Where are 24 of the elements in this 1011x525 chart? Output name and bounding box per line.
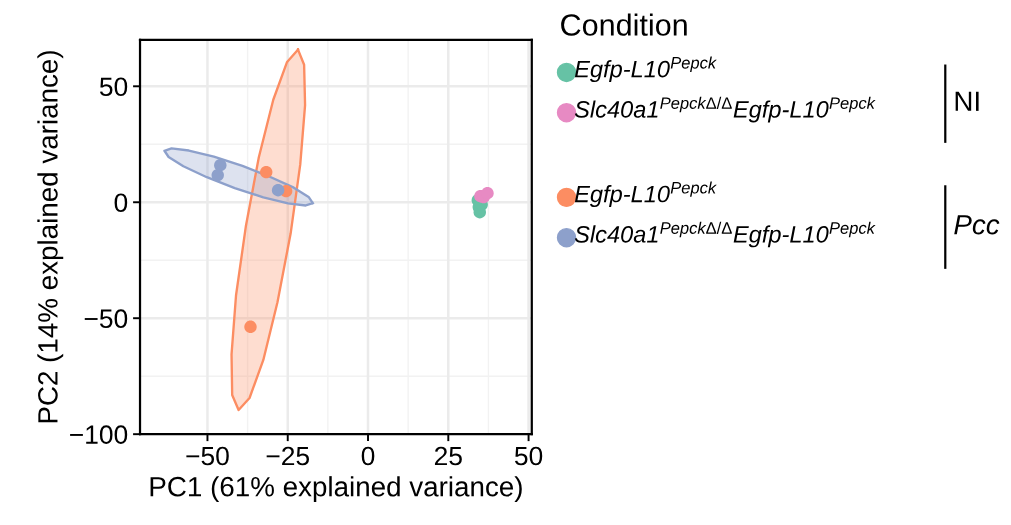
legend-title: Condition <box>561 13 687 36</box>
x-tick-label: 50 <box>514 446 543 466</box>
point <box>244 320 257 333</box>
y-tick-label: 0 <box>114 193 128 213</box>
point <box>260 165 273 179</box>
text: NI <box>955 91 979 111</box>
point <box>481 186 494 200</box>
x-tick-label: −50 <box>186 446 229 466</box>
legend-label: Egfp-L10$^{Pepck}$ <box>574 56 717 83</box>
y-axis-title: PC2 (14% explained variance) <box>37 51 64 423</box>
x-tick-label: 0 <box>361 446 375 466</box>
legend-label: Slc40a1$^{PepckΔ/Δ}$Egfp-L10$^{Pepck}$ <box>574 96 876 123</box>
y-tick-label: 50 <box>99 77 128 97</box>
legend-label: Slc40a1$^{PepckΔ/Δ}$Egfp-L10$^{Pepck}$ <box>574 221 876 248</box>
point <box>271 183 285 197</box>
y-tick-label: −100 <box>70 425 128 444</box>
y-tick-label: −50 <box>84 309 128 329</box>
legend-label: Egfp-L10$^{Pepck}$ <box>574 181 717 208</box>
text: Pcc <box>954 215 1000 235</box>
point <box>214 158 227 172</box>
x-axis-title: PC1 (61% explained variance) <box>150 476 522 503</box>
point <box>211 168 224 182</box>
x-tick-label: −25 <box>266 446 310 466</box>
x-tick-label: 25 <box>434 446 462 466</box>
